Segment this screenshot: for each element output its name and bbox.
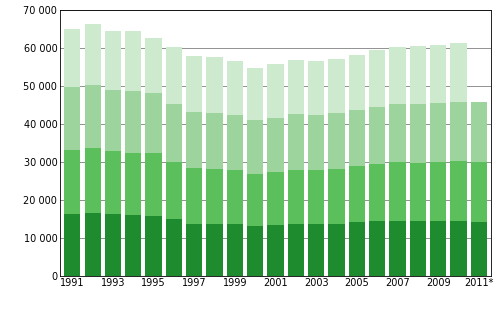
Bar [247,120,264,174]
Bar [64,29,81,87]
Bar [349,222,365,276]
Bar [349,55,365,110]
Bar [125,31,141,92]
Bar [145,38,162,93]
Bar [186,112,202,168]
Bar [430,221,446,276]
Bar [227,61,243,115]
Bar [328,169,345,224]
Bar [206,57,223,113]
Bar [166,219,182,276]
Bar [85,85,101,148]
Bar [288,224,304,276]
Bar [328,224,345,276]
Bar [145,215,162,276]
Bar [64,87,81,150]
Bar [389,47,406,104]
Bar [430,103,446,162]
Bar [288,60,304,114]
Bar [105,151,121,215]
Bar [247,174,264,226]
Bar [308,170,324,224]
Bar [410,46,426,104]
Bar [470,222,487,276]
Bar [369,51,385,107]
Bar [166,162,182,219]
Bar [125,92,141,153]
Bar [64,214,81,276]
Bar [450,161,466,221]
Bar [470,102,487,162]
Bar [186,56,202,112]
Bar [247,226,264,276]
Bar [166,47,182,104]
Bar [328,113,345,169]
Bar [227,170,243,223]
Bar [227,223,243,276]
Bar [105,90,121,151]
Bar [308,224,324,276]
Bar [227,115,243,170]
Bar [430,45,446,103]
Bar [186,168,202,224]
Bar [105,215,121,276]
Bar [268,225,284,276]
Bar [328,59,345,113]
Bar [410,163,426,221]
Bar [85,24,101,85]
Bar [349,110,365,166]
Bar [166,104,182,162]
Bar [450,43,466,102]
Bar [369,107,385,164]
Bar [369,221,385,276]
Bar [125,215,141,276]
Bar [349,166,365,222]
Bar [105,31,121,90]
Bar [389,162,406,221]
Bar [206,169,223,223]
Bar [206,223,223,276]
Bar [288,170,304,224]
Bar [308,61,324,115]
Bar [85,148,101,213]
Bar [450,221,466,276]
Bar [450,102,466,161]
Bar [268,118,284,172]
Bar [125,153,141,215]
Bar [247,68,264,120]
Bar [410,104,426,163]
Bar [389,221,406,276]
Bar [85,213,101,276]
Bar [206,113,223,169]
Bar [430,162,446,221]
Bar [145,93,162,153]
Bar [410,221,426,276]
Bar [268,64,284,118]
Bar [308,115,324,170]
Bar [145,153,162,215]
Bar [470,162,487,222]
Bar [369,164,385,221]
Bar [186,224,202,276]
Bar [64,150,81,214]
Bar [389,104,406,162]
Bar [268,172,284,225]
Bar [288,114,304,170]
